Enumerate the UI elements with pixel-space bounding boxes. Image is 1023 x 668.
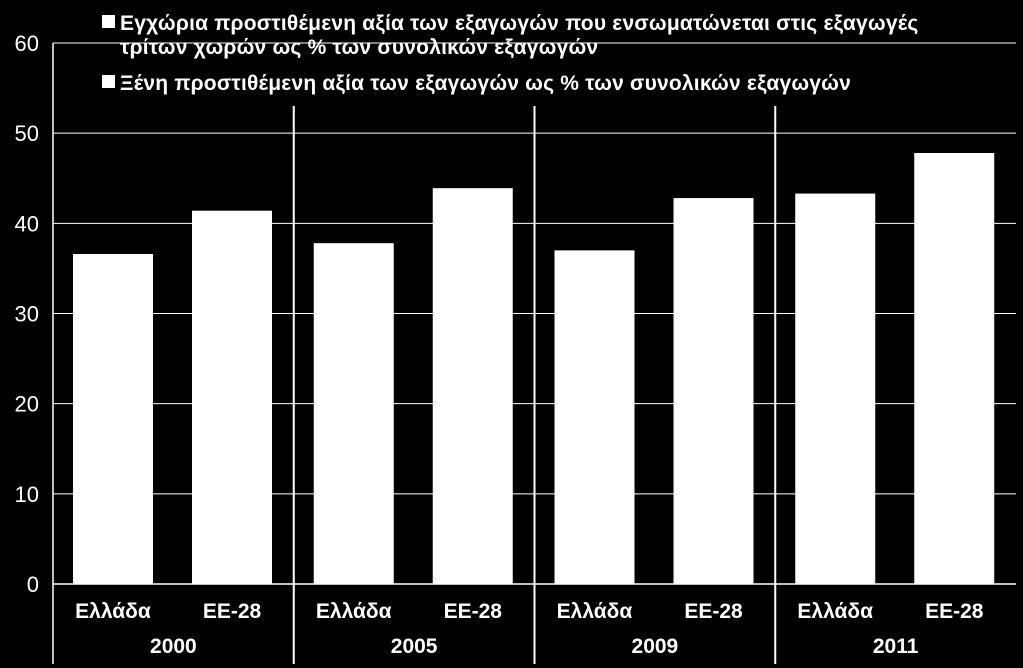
- category-label-2011-1: ΕΕ-28: [925, 600, 984, 623]
- category-label-2005-1: ΕΕ-28: [444, 600, 503, 623]
- bar-2000-greece: [73, 253, 153, 585]
- bar-2009-eu28: [673, 198, 754, 584]
- y-tick-label-0: 0: [27, 572, 39, 597]
- y-tick-label-20: 20: [15, 392, 39, 417]
- category-label-2009-1: ΕΕ-28: [684, 600, 743, 623]
- category-label-2000-1: ΕΕ-28: [203, 600, 262, 623]
- group-label-2005: 2005: [391, 635, 438, 658]
- legend-swatch-0: [102, 15, 115, 28]
- group-label-2011: 2011: [873, 635, 919, 658]
- bar-2000-eu28: [192, 210, 272, 584]
- y-tick-label-50: 50: [15, 121, 39, 146]
- bar-2011-eu28: [914, 153, 995, 584]
- y-tick-label-10: 10: [15, 482, 39, 507]
- bars: [73, 153, 995, 585]
- legend-text-0-0: Εγχώρια προστιθέμενη αξία των εξαγωγών π…: [120, 12, 919, 35]
- category-label-2011-0: Ελλάδα: [797, 600, 873, 623]
- group-label-2000: 2000: [150, 635, 197, 658]
- bar-2005-eu28: [432, 188, 513, 584]
- category-label-2000-0: Ελλάδα: [75, 600, 151, 623]
- bar-2005-greece: [313, 243, 394, 585]
- y-tick-label-60: 60: [15, 31, 39, 56]
- y-tick-label-30: 30: [15, 302, 39, 327]
- group-label-2009: 2009: [632, 635, 679, 658]
- bar-2009-greece: [554, 250, 635, 584]
- category-label-2005-0: Ελλάδα: [316, 600, 392, 623]
- legend-text-0-1: τρίτων χωρών ως % των συνολικών εξαγωγών: [120, 36, 598, 59]
- category-label-2009-0: Ελλάδα: [557, 600, 633, 623]
- legend-text-1-0: Ξένη προστιθέμενη αξία των εξαγωγών ως %…: [120, 72, 851, 95]
- legend: Εγχώρια προστιθέμενη αξία των εξαγωγών π…: [102, 12, 919, 95]
- legend-swatch-1: [102, 75, 115, 88]
- y-tick-label-40: 40: [15, 211, 39, 236]
- bar-2011-greece: [795, 193, 876, 584]
- axes: [52, 43, 1016, 664]
